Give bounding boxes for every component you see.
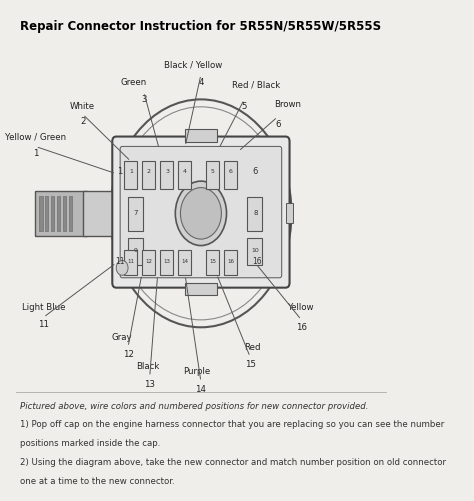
Bar bbox=[224, 161, 237, 188]
Circle shape bbox=[181, 187, 221, 239]
Text: 1: 1 bbox=[33, 149, 38, 158]
Bar bbox=[185, 283, 217, 295]
Text: 16: 16 bbox=[252, 258, 262, 267]
Text: 14: 14 bbox=[182, 260, 189, 265]
Text: White: White bbox=[70, 102, 95, 111]
Bar bbox=[247, 238, 263, 266]
Text: 7: 7 bbox=[134, 210, 138, 216]
Text: 11: 11 bbox=[38, 320, 49, 329]
Text: 16: 16 bbox=[296, 323, 307, 332]
Text: Light Blue: Light Blue bbox=[22, 303, 65, 312]
Text: 3: 3 bbox=[165, 169, 169, 174]
Bar bbox=[206, 161, 219, 188]
Text: 2) Using the diagram above, take the new connector and match number position on : 2) Using the diagram above, take the new… bbox=[20, 458, 446, 467]
Text: Yellow: Yellow bbox=[288, 303, 315, 312]
Text: Pictured above, wire colors and numbered positions for new connector provided.: Pictured above, wire colors and numbered… bbox=[20, 402, 368, 411]
Bar bbox=[142, 161, 155, 188]
Text: Red / Black: Red / Black bbox=[232, 80, 280, 89]
Polygon shape bbox=[83, 191, 116, 235]
Bar bbox=[178, 249, 191, 275]
Bar bbox=[46, 196, 48, 230]
Bar bbox=[128, 238, 143, 266]
Text: 12: 12 bbox=[123, 350, 134, 359]
Text: 6: 6 bbox=[275, 120, 281, 129]
Text: Yellow / Green: Yellow / Green bbox=[5, 132, 66, 141]
Circle shape bbox=[175, 181, 227, 245]
Bar bbox=[39, 196, 43, 230]
Text: Brown: Brown bbox=[274, 100, 301, 109]
Text: 9: 9 bbox=[134, 248, 138, 253]
Text: 4: 4 bbox=[183, 169, 187, 174]
Text: 5: 5 bbox=[211, 169, 215, 174]
Bar bbox=[57, 196, 60, 230]
Text: one at a time to the new connector.: one at a time to the new connector. bbox=[20, 477, 174, 486]
Text: 2: 2 bbox=[147, 169, 151, 174]
Circle shape bbox=[116, 261, 128, 275]
Bar bbox=[124, 249, 137, 275]
Text: positions marked inside the cap.: positions marked inside the cap. bbox=[20, 439, 160, 448]
Bar bbox=[286, 203, 293, 223]
Bar bbox=[185, 129, 217, 141]
Text: 13: 13 bbox=[144, 380, 155, 389]
Text: 15: 15 bbox=[245, 360, 255, 369]
Bar bbox=[247, 197, 263, 230]
Bar bbox=[63, 196, 66, 230]
Text: 6: 6 bbox=[229, 169, 233, 174]
Text: 4: 4 bbox=[198, 78, 204, 87]
Text: Black / Yellow: Black / Yellow bbox=[164, 60, 222, 69]
Text: 14: 14 bbox=[195, 385, 206, 394]
Bar bbox=[124, 161, 137, 188]
Bar bbox=[224, 249, 237, 275]
Text: 2: 2 bbox=[80, 117, 85, 126]
Bar bbox=[51, 196, 55, 230]
Text: 11: 11 bbox=[115, 258, 125, 267]
Bar bbox=[142, 249, 155, 275]
Text: 1: 1 bbox=[118, 167, 123, 176]
Text: 8: 8 bbox=[253, 210, 257, 216]
FancyBboxPatch shape bbox=[120, 146, 282, 278]
Text: 10: 10 bbox=[251, 248, 259, 253]
Bar bbox=[206, 249, 219, 275]
Text: Repair Connector Instruction for 5R55N/5R55W/5R55S: Repair Connector Instruction for 5R55N/5… bbox=[20, 20, 382, 33]
Bar bbox=[160, 249, 173, 275]
Text: 13: 13 bbox=[164, 260, 171, 265]
Text: 5: 5 bbox=[241, 102, 247, 111]
Bar bbox=[178, 161, 191, 188]
Text: Gray: Gray bbox=[112, 333, 132, 342]
Text: 3: 3 bbox=[141, 95, 146, 104]
Bar bbox=[36, 191, 87, 235]
Text: Green: Green bbox=[121, 78, 147, 87]
Text: 11: 11 bbox=[128, 260, 134, 265]
FancyBboxPatch shape bbox=[112, 137, 290, 288]
Text: Red: Red bbox=[244, 343, 260, 352]
Text: 6: 6 bbox=[253, 167, 258, 176]
Text: Black: Black bbox=[136, 362, 159, 371]
Text: Purple: Purple bbox=[183, 367, 210, 376]
Text: 15: 15 bbox=[209, 260, 216, 265]
Bar bbox=[128, 197, 143, 230]
Text: 12: 12 bbox=[146, 260, 153, 265]
Text: 1: 1 bbox=[129, 169, 133, 174]
Bar bbox=[160, 161, 173, 188]
Bar bbox=[69, 196, 72, 230]
Text: 1) Pop off cap on the engine harness connector that you are replacing so you can: 1) Pop off cap on the engine harness con… bbox=[20, 420, 444, 429]
Text: 16: 16 bbox=[228, 260, 234, 265]
